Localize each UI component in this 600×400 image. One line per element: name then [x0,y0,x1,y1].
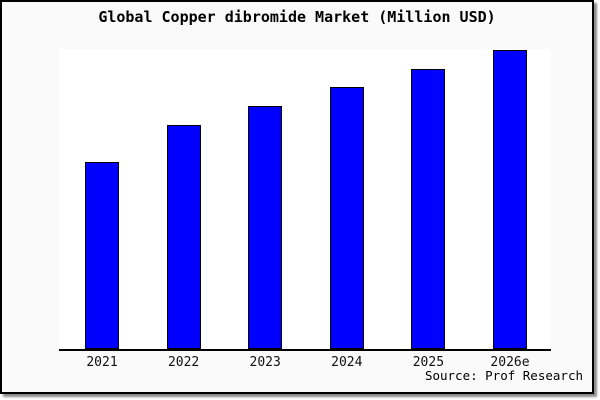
x-axis-labels: 2021 2022 2023 2024 2025 2026e [2,355,592,371]
chart-title: Global Copper dibromide Market (Million … [98,8,496,26]
x-tick-label-2021: 2021 [86,355,118,370]
x-tick-label-2023: 2023 [249,355,281,370]
bar-2022 [166,125,201,349]
plot-area [59,49,551,351]
bar-2025 [411,69,446,349]
x-tick-label-2022: 2022 [167,355,200,370]
bar-2023 [248,106,283,349]
chart-frame: Global Copper dibromide Market (Million … [0,0,594,394]
x-tick-label-2026e: 2026e [490,355,530,370]
bar-2026e [493,50,527,349]
x-tick-label-2025: 2025 [412,355,445,370]
source-text: Source: Prof Research [424,368,583,383]
x-axis-line [59,349,551,351]
x-tick-label-2024: 2024 [331,355,363,370]
bar-2021 [85,162,119,349]
bar-2024 [329,87,364,349]
